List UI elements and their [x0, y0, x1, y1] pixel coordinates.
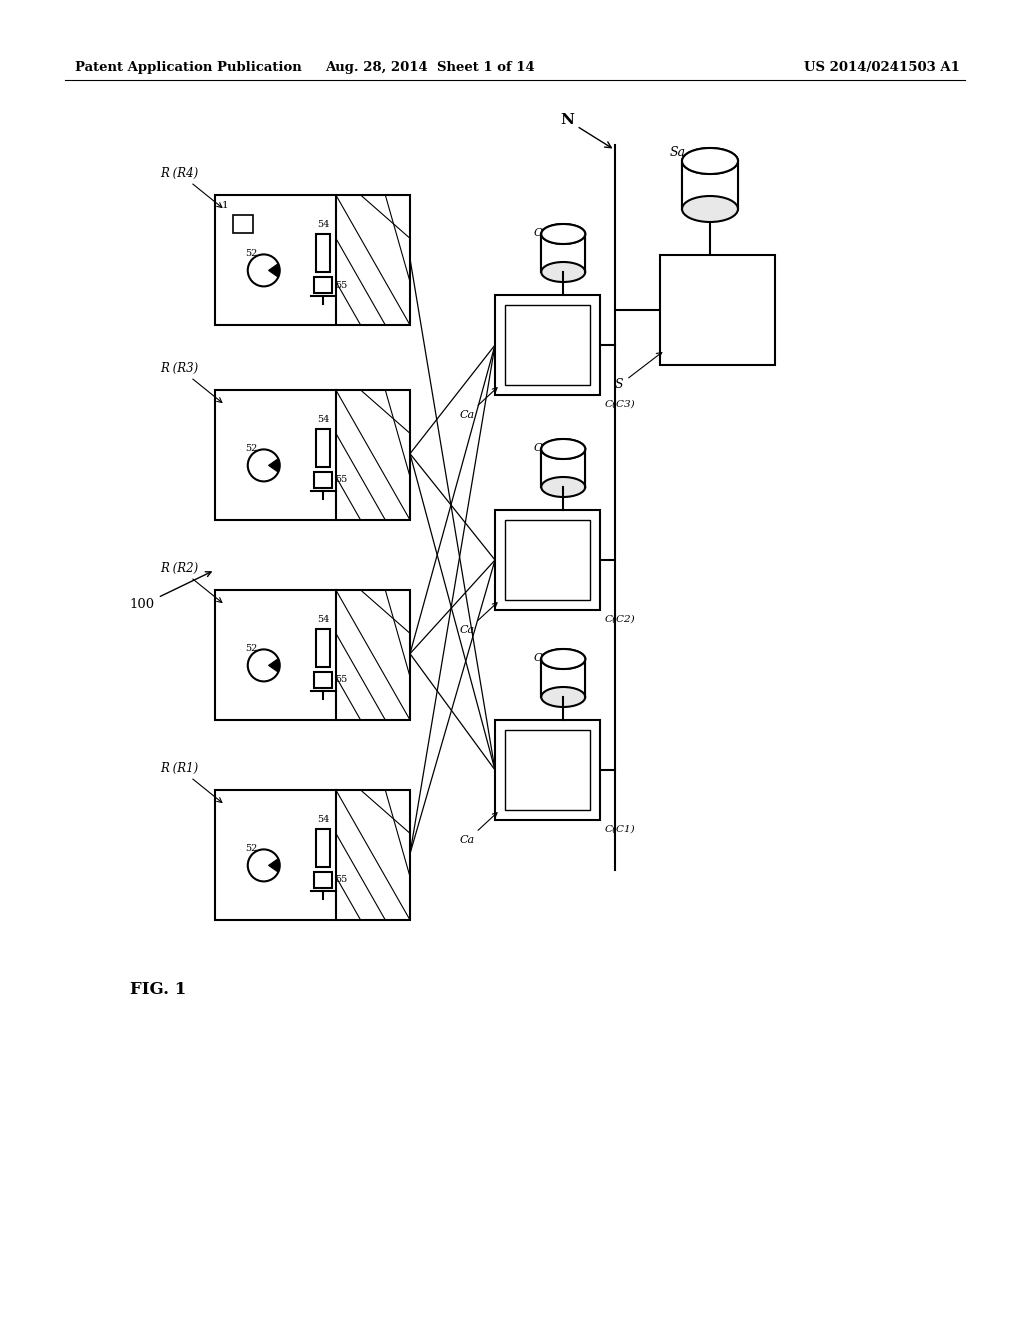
- Text: R (R2): R (R2): [160, 561, 222, 602]
- Polygon shape: [268, 264, 279, 277]
- Circle shape: [248, 649, 280, 681]
- Ellipse shape: [542, 224, 586, 244]
- Polygon shape: [268, 458, 279, 473]
- Bar: [495, 719, 600, 820]
- Text: C(C1): C(C1): [605, 825, 636, 834]
- Text: S: S: [615, 352, 662, 392]
- Text: 100: 100: [130, 572, 211, 611]
- Circle shape: [248, 849, 280, 882]
- Text: 55: 55: [336, 875, 348, 884]
- Text: 54: 54: [317, 220, 330, 228]
- Bar: [542, 449, 586, 487]
- Polygon shape: [268, 659, 279, 672]
- Bar: [542, 659, 586, 697]
- Text: Cb: Cb: [534, 444, 549, 453]
- Text: Ca: Ca: [460, 603, 497, 635]
- Text: Cb: Cb: [534, 653, 549, 663]
- Polygon shape: [268, 858, 279, 873]
- Text: 55: 55: [336, 475, 348, 484]
- Text: Ca: Ca: [460, 813, 497, 845]
- Ellipse shape: [542, 686, 586, 708]
- Ellipse shape: [682, 148, 738, 174]
- Bar: [316, 234, 331, 272]
- Text: Cb: Cb: [534, 228, 549, 238]
- Ellipse shape: [542, 649, 586, 669]
- Text: N: N: [560, 114, 611, 148]
- Ellipse shape: [542, 440, 586, 459]
- Circle shape: [248, 449, 280, 482]
- Text: FIG. 1: FIG. 1: [130, 982, 186, 998]
- Text: 54: 54: [317, 615, 330, 624]
- Text: R (R3): R (R3): [160, 362, 222, 403]
- Text: 52: 52: [246, 644, 258, 653]
- Text: 55: 55: [336, 676, 348, 685]
- Text: R (R1): R (R1): [160, 762, 222, 803]
- Text: R (R4): R (R4): [160, 166, 222, 207]
- Bar: [495, 510, 600, 610]
- Ellipse shape: [542, 649, 586, 669]
- Text: Aug. 28, 2014  Sheet 1 of 14: Aug. 28, 2014 Sheet 1 of 14: [326, 62, 535, 74]
- Text: 1: 1: [221, 201, 228, 210]
- Text: C(C3): C(C3): [605, 400, 636, 409]
- Bar: [505, 305, 590, 385]
- Ellipse shape: [682, 195, 738, 222]
- Bar: [314, 672, 333, 688]
- Bar: [215, 789, 410, 920]
- Text: 52: 52: [246, 845, 258, 854]
- Bar: [682, 161, 738, 209]
- Text: 54: 54: [317, 414, 330, 424]
- Bar: [233, 215, 253, 234]
- Text: Sa: Sa: [670, 147, 686, 160]
- Bar: [542, 234, 586, 272]
- Text: Patent Application Publication: Patent Application Publication: [75, 62, 302, 74]
- Bar: [316, 630, 331, 667]
- Text: Ca: Ca: [460, 388, 497, 420]
- Bar: [314, 473, 333, 488]
- Bar: [316, 829, 331, 867]
- Bar: [505, 520, 590, 601]
- Text: C(C2): C(C2): [605, 615, 636, 624]
- Bar: [660, 255, 775, 366]
- Bar: [215, 195, 410, 325]
- Bar: [215, 389, 410, 520]
- Circle shape: [248, 255, 280, 286]
- Bar: [314, 277, 333, 293]
- Bar: [314, 873, 333, 888]
- Ellipse shape: [682, 148, 738, 174]
- Text: 52: 52: [246, 445, 258, 453]
- Ellipse shape: [542, 477, 586, 498]
- Ellipse shape: [542, 261, 586, 282]
- Bar: [495, 294, 600, 395]
- Text: 55: 55: [336, 281, 348, 289]
- Text: 52: 52: [246, 249, 258, 259]
- Text: 54: 54: [317, 814, 330, 824]
- Bar: [215, 590, 410, 719]
- Bar: [505, 730, 590, 810]
- Text: US 2014/0241503 A1: US 2014/0241503 A1: [804, 62, 961, 74]
- Bar: [316, 429, 331, 467]
- Ellipse shape: [542, 440, 586, 459]
- Ellipse shape: [542, 224, 586, 244]
